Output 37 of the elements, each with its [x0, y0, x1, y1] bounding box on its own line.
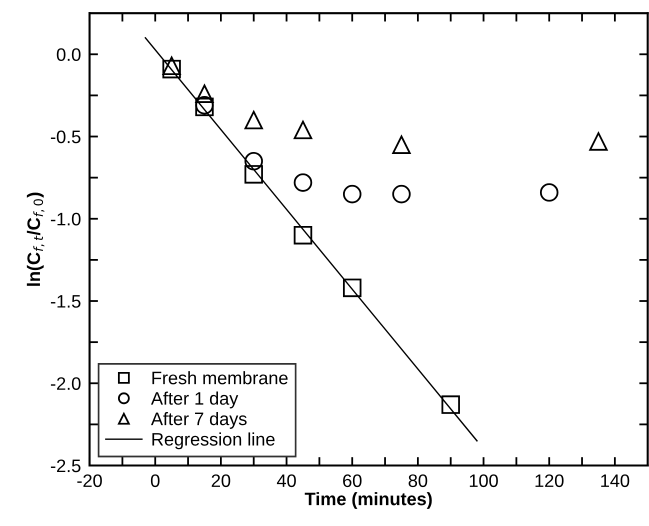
- legend-label: Regression line: [152, 432, 275, 450]
- point: [342, 278, 362, 298]
- point: [540, 183, 558, 202]
- point: [342, 184, 362, 204]
- x-tick-label: 40: [276, 474, 296, 488]
- point: [441, 395, 460, 414]
- y-tick-label: -0.5: [50, 130, 80, 144]
- point: [244, 165, 263, 184]
- point: [294, 120, 312, 140]
- x-tick-label: 60: [343, 474, 362, 488]
- x-tick-label: -20: [77, 474, 102, 488]
- legend-label: After 7 days: [150, 412, 247, 429]
- point: [162, 60, 181, 78]
- point: [392, 184, 411, 204]
- x-axis-title: Time (minutes): [304, 492, 432, 509]
- y-tick-label: 0.0: [56, 48, 81, 61]
- point: [244, 110, 263, 130]
- point: [294, 173, 312, 192]
- y-tick-label: -2.0: [50, 377, 81, 390]
- legend-label: After 1 day: [150, 392, 238, 408]
- x-tick-label: 20: [212, 474, 230, 488]
- y-axis-title: ln(C$_{f,t}$/C$_{f,0}$): [26, 192, 44, 286]
- point: [392, 136, 411, 154]
- legend-label: Fresh membrane: [152, 371, 288, 384]
- x-tick-label: 80: [408, 474, 428, 488]
- point: [589, 132, 608, 151]
- x-tick-label: 140: [601, 474, 630, 488]
- point: [162, 56, 181, 76]
- y-tick-label: -1.0: [50, 212, 81, 226]
- x-tick-label: 100: [470, 474, 498, 488]
- x-tick-label: 120: [536, 474, 564, 488]
- point: [244, 152, 263, 170]
- point: [294, 226, 312, 244]
- y-tick-label: -1.5: [50, 295, 80, 308]
- y-tick-label: -2.5: [50, 459, 80, 472]
- x-tick-label: 0: [150, 474, 160, 488]
- point: [195, 84, 214, 103]
